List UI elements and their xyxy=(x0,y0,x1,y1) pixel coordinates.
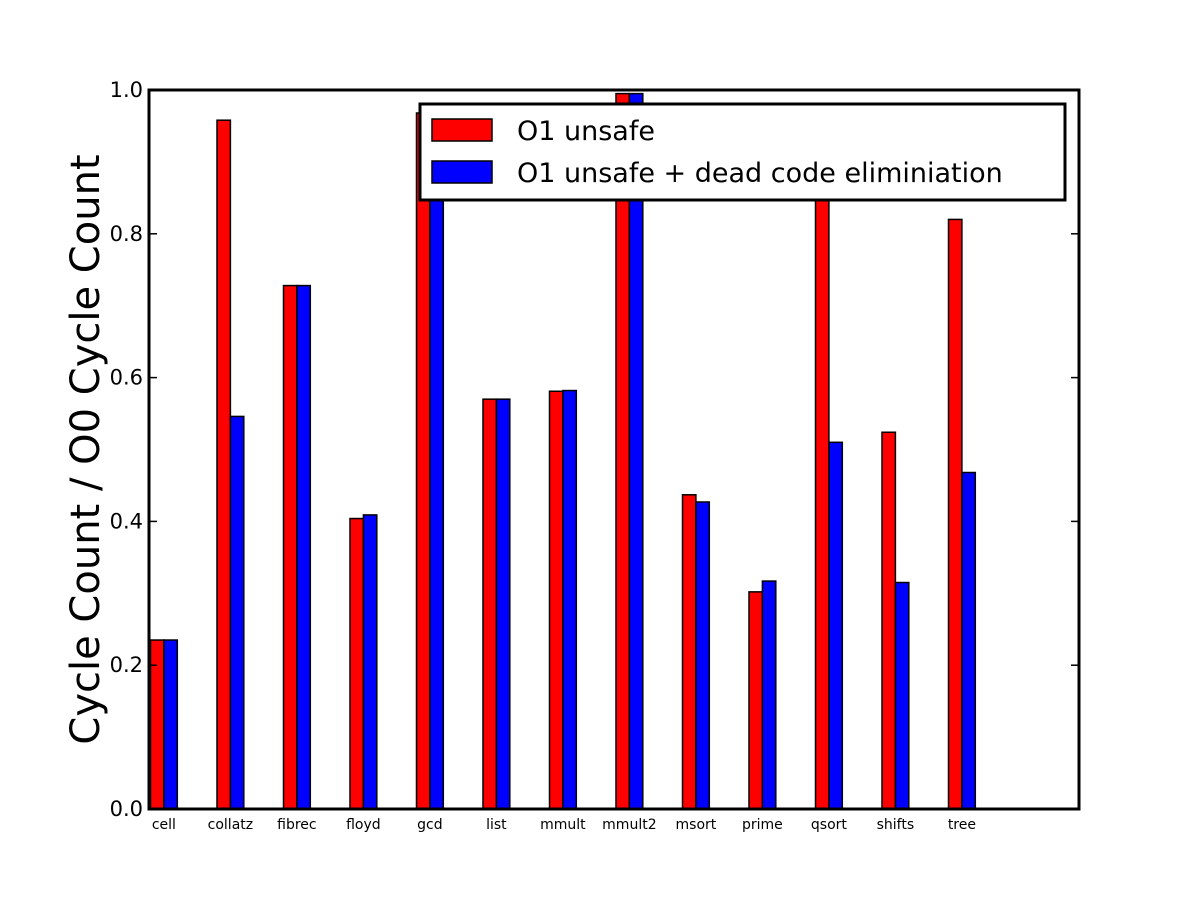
plot-frame xyxy=(147,88,1081,811)
bar-floyd-series-1 xyxy=(349,517,365,810)
bars-layer xyxy=(149,92,977,810)
x-tick-label-qsort: qsort xyxy=(811,817,848,833)
ticks-layer: cell collatz fibrec floyd gcd list mmult mmult2… xyxy=(110,78,1079,833)
y-tick-label-4: 0.8 xyxy=(110,222,143,246)
y-tick-label-1: 0.2 xyxy=(110,653,143,677)
y-tick-label-2: 0.4 xyxy=(110,509,143,533)
bar-msort-series-1 xyxy=(681,494,697,810)
x-tick-label-prime: prime xyxy=(742,817,783,833)
bar-floyd-series-2 xyxy=(362,514,378,810)
y-tick-label-5: 1.0 xyxy=(110,78,143,102)
bar-tree-series-1 xyxy=(947,218,963,810)
x-tick-label-cell: cell xyxy=(152,817,176,833)
bar-cell-series-2 xyxy=(163,639,179,810)
x-tick-label-msort: msort xyxy=(676,817,717,833)
legend: O1 unsafe O1 unsafe + dead code eliminiat… xyxy=(418,102,1067,202)
y-axis-label: Cycle Count / O0 Cycle Count xyxy=(63,154,109,744)
legend-swatch-series-2 xyxy=(431,160,493,184)
legend-label-series-1: O1 unsafe xyxy=(517,116,655,147)
bar-list-series-1 xyxy=(482,398,498,810)
legend-box xyxy=(418,102,1067,202)
legend-label-series-2: O1 unsafe + dead code eliminiation xyxy=(517,158,1003,189)
legend-swatch-series-1 xyxy=(431,118,493,142)
bar-gcd-series-1 xyxy=(415,112,431,810)
y-tick-label-3: 0.6 xyxy=(110,366,143,390)
x-tick-label-collatz: collatz xyxy=(208,817,253,833)
bar-msort-series-2 xyxy=(695,501,711,810)
x-tick-label-gcd: gcd xyxy=(417,817,442,833)
bar-prime-series-2 xyxy=(761,580,777,810)
bar-mmult-series-1 xyxy=(548,390,564,810)
x-tick-label-tree: tree xyxy=(948,817,976,833)
x-tick-label-floyd: floyd xyxy=(346,817,381,833)
bar-mmult-series-2 xyxy=(562,389,578,810)
y-tick-label-0: 0.0 xyxy=(110,797,143,821)
x-tick-label-mmult: mmult xyxy=(540,817,586,833)
bar-collatz-series-2 xyxy=(229,415,245,810)
bar-collatz-series-1 xyxy=(216,119,232,810)
bar-list-series-2 xyxy=(495,398,511,810)
x-tick-label-mmult2: mmult2 xyxy=(602,817,656,833)
bar-fibrec-series-1 xyxy=(282,284,298,810)
bar-qsort-series-1 xyxy=(814,135,830,810)
bar-fibrec-series-2 xyxy=(296,284,312,810)
bar-gcd-series-2 xyxy=(429,112,445,810)
x-tick-label-list: list xyxy=(486,817,507,833)
x-tick-label-fibrec: fibrec xyxy=(277,817,316,833)
bar-tree-series-2 xyxy=(961,471,977,810)
bar-prime-series-1 xyxy=(748,591,764,810)
bar-shifts-series-1 xyxy=(881,431,897,810)
x-tick-label-shifts: shifts xyxy=(877,817,915,833)
bar-shifts-series-2 xyxy=(894,581,910,810)
bar-qsort-series-2 xyxy=(828,441,844,810)
